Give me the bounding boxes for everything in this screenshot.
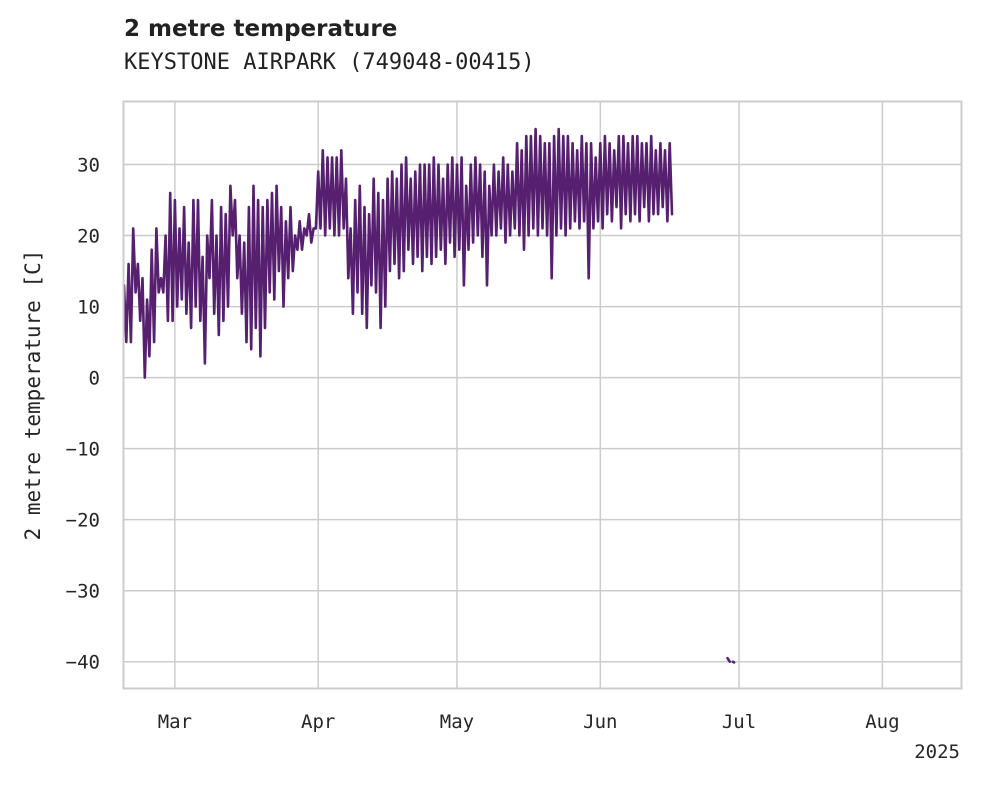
x-tick-label: May bbox=[440, 711, 474, 733]
y-tick-labels: 30 20 10 0 −10 −20 −30 −40 bbox=[66, 155, 100, 674]
temperature-line-segment bbox=[122, 127, 674, 379]
y-axis-label: 2 metre temperature [C] bbox=[21, 250, 45, 541]
year-label: 2025 bbox=[914, 741, 960, 763]
x-tick-labels: Mar Apr May Jun Jul Aug bbox=[158, 711, 900, 733]
chart-title: 2 metre temperature bbox=[124, 16, 398, 42]
x-tick-label: Aug bbox=[865, 711, 899, 733]
x-tick-label: Apr bbox=[301, 711, 335, 733]
plot-frame bbox=[122, 100, 963, 690]
y-tick-label: 0 bbox=[89, 368, 100, 390]
chart-subtitle: KEYSTONE AIRPARK (749048-00415) bbox=[124, 50, 535, 75]
temperature-line-segment bbox=[731, 660, 736, 664]
temperature-line-segment bbox=[726, 656, 732, 663]
y-tick-label: −30 bbox=[66, 581, 100, 603]
y-tick-label: −40 bbox=[66, 652, 100, 674]
x-tick-label: Mar bbox=[158, 711, 192, 733]
y-tick-label: −20 bbox=[66, 510, 100, 532]
x-tick-label: Jun bbox=[583, 711, 617, 733]
temperature-series bbox=[122, 127, 736, 664]
x-tick-label: Jul bbox=[722, 711, 756, 733]
y-tick-label: 20 bbox=[77, 226, 100, 248]
y-tick-label: 10 bbox=[77, 297, 100, 319]
y-tick-label: 30 bbox=[77, 155, 100, 177]
y-tick-label: −10 bbox=[66, 439, 100, 461]
